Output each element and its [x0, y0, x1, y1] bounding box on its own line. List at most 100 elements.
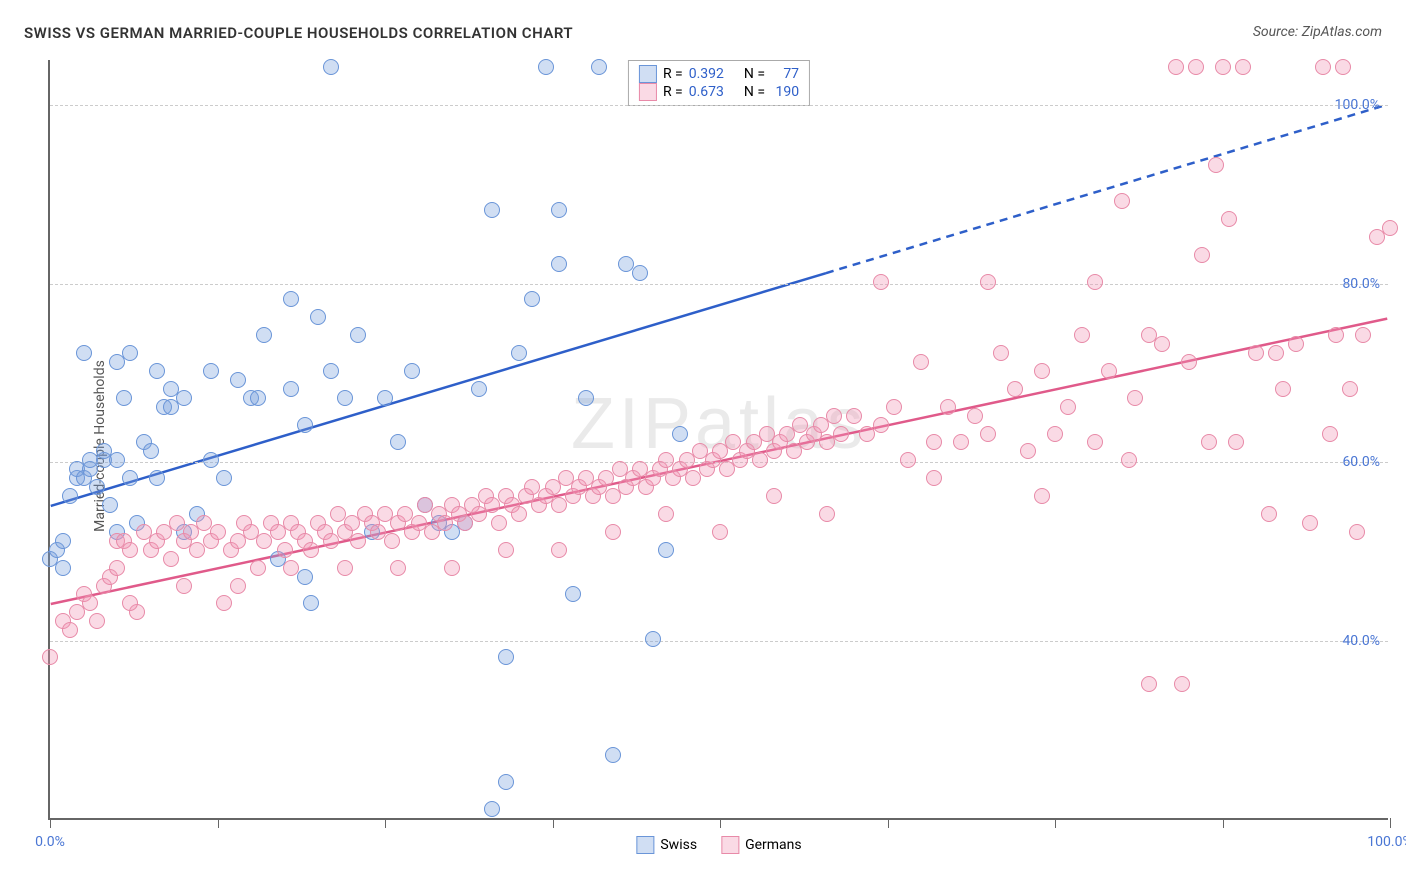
data-point-germans	[953, 434, 969, 450]
data-point-germans	[605, 524, 621, 540]
data-point-swiss	[498, 649, 514, 665]
data-point-swiss	[102, 497, 118, 513]
gridline-h	[50, 105, 1388, 106]
data-point-germans	[89, 613, 105, 629]
data-point-germans	[1328, 327, 1344, 343]
data-point-swiss	[109, 452, 125, 468]
data-point-germans	[1315, 59, 1331, 75]
data-point-swiss	[511, 345, 527, 361]
swiss-n-value: 77	[771, 66, 799, 82]
x-tick	[1223, 818, 1224, 828]
data-point-swiss	[551, 202, 567, 218]
data-point-swiss	[116, 390, 132, 406]
data-point-swiss	[122, 470, 138, 486]
data-point-germans	[1194, 247, 1210, 263]
data-point-swiss	[76, 345, 92, 361]
data-point-germans	[658, 506, 674, 522]
data-point-germans	[1302, 515, 1318, 531]
data-point-germans	[210, 524, 226, 540]
n-label: N =	[744, 66, 765, 82]
data-point-swiss	[310, 309, 326, 325]
data-point-germans	[62, 622, 78, 638]
x-tick-label: 0.0%	[35, 834, 65, 850]
germans-r-value: 0.673	[689, 84, 724, 100]
data-point-germans	[1275, 381, 1291, 397]
data-point-swiss	[484, 202, 500, 218]
data-point-germans	[1047, 426, 1063, 442]
data-point-germans	[913, 354, 929, 370]
data-point-germans	[1168, 59, 1184, 75]
data-point-swiss	[89, 479, 105, 495]
swiss-r-value: 0.392	[689, 66, 724, 82]
data-point-germans	[337, 560, 353, 576]
data-point-swiss	[390, 434, 406, 450]
x-tick	[553, 818, 554, 828]
swiss-swatch	[636, 836, 654, 854]
data-point-germans	[176, 578, 192, 594]
data-point-germans	[1215, 59, 1231, 75]
data-point-germans	[491, 515, 507, 531]
data-point-germans	[277, 542, 293, 558]
data-point-swiss	[524, 291, 540, 307]
data-point-germans	[1235, 59, 1251, 75]
data-point-germans	[1261, 506, 1277, 522]
data-point-swiss	[323, 363, 339, 379]
data-point-swiss	[55, 560, 71, 576]
data-point-germans	[82, 595, 98, 611]
data-point-swiss	[632, 265, 648, 281]
data-point-swiss	[591, 59, 607, 75]
data-point-swiss	[498, 774, 514, 790]
data-point-swiss	[216, 470, 232, 486]
data-point-germans	[1221, 211, 1237, 227]
data-point-germans	[1074, 327, 1090, 343]
data-point-germans	[1020, 443, 1036, 459]
x-tick	[888, 818, 889, 828]
swiss-series-label: Swiss	[660, 837, 697, 853]
data-point-swiss	[256, 327, 272, 343]
data-point-germans	[1268, 345, 1284, 361]
data-point-germans	[926, 470, 942, 486]
data-point-germans	[940, 399, 956, 415]
data-point-germans	[846, 408, 862, 424]
data-point-germans	[1322, 426, 1338, 442]
data-point-swiss	[149, 470, 165, 486]
data-point-germans	[551, 542, 567, 558]
chart-title: SWISS VS GERMAN MARRIED-COUPLE HOUSEHOLD…	[24, 24, 573, 42]
data-point-swiss	[230, 372, 246, 388]
data-point-germans	[1121, 452, 1137, 468]
x-tick-label: 100.0%	[1367, 834, 1406, 850]
germans-series-label: Germans	[745, 837, 802, 853]
data-point-germans	[1349, 524, 1365, 540]
data-point-germans	[1007, 381, 1023, 397]
x-tick	[385, 818, 386, 828]
data-point-germans	[122, 595, 138, 611]
data-point-swiss	[109, 354, 125, 370]
data-point-germans	[1188, 59, 1204, 75]
swiss-swatch	[639, 65, 657, 83]
data-point-swiss	[297, 417, 313, 433]
data-point-germans	[980, 426, 996, 442]
data-point-swiss	[143, 443, 159, 459]
data-point-germans	[390, 560, 406, 576]
n-label: N =	[744, 84, 765, 100]
y-tick-label: 60.0%	[1342, 454, 1380, 470]
plot-area: ZIPatlas R = 0.392 N = 77 R = 0.673 N = …	[48, 60, 1388, 820]
data-point-germans	[498, 542, 514, 558]
data-point-germans	[766, 488, 782, 504]
correlation-legend: R = 0.392 N = 77 R = 0.673 N = 190	[628, 60, 810, 106]
data-point-germans	[980, 274, 996, 290]
data-point-swiss	[176, 390, 192, 406]
data-point-swiss	[303, 595, 319, 611]
data-point-germans	[833, 426, 849, 442]
data-point-germans	[1127, 390, 1143, 406]
data-point-swiss	[605, 747, 621, 763]
data-point-germans	[926, 434, 942, 450]
germans-swatch	[721, 836, 739, 854]
data-point-swiss	[565, 586, 581, 602]
data-point-germans	[1355, 327, 1371, 343]
data-point-germans	[993, 345, 1009, 361]
data-point-germans	[1114, 193, 1130, 209]
data-point-germans	[109, 560, 125, 576]
germans-swatch	[639, 83, 657, 101]
x-tick	[218, 818, 219, 828]
